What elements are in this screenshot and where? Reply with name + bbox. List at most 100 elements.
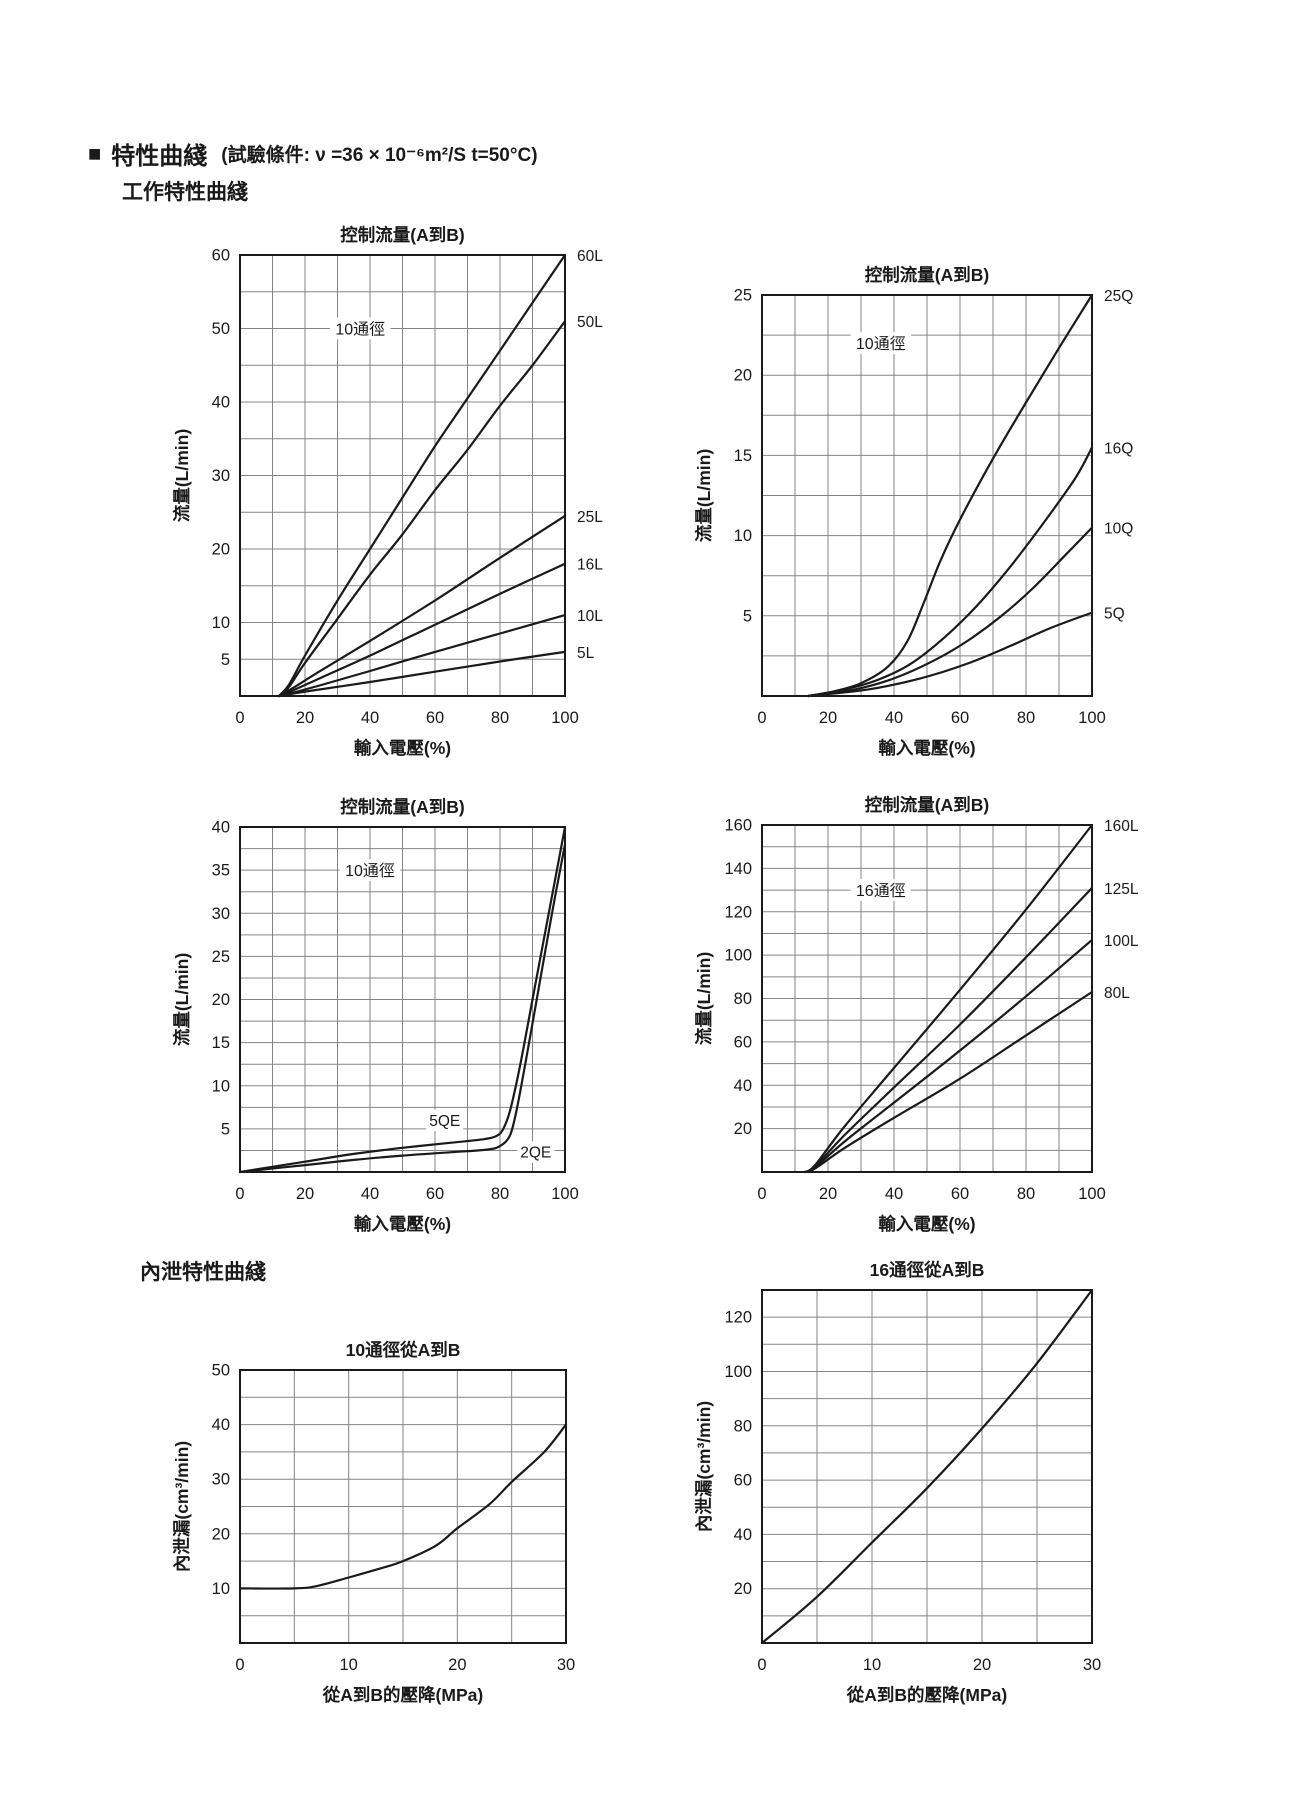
x-tick-label: 40 [885,709,903,727]
curve-end-label-125L: 125L [1104,881,1139,898]
curve-5L [277,650,567,698]
x-tick-label: 20 [973,1656,991,1674]
annotation-size-label: 16通徑 [856,882,906,900]
curve-25L [277,514,567,698]
curve-end-label-16Q: 16Q [1104,440,1133,457]
section-heading-leakage-curves: 內泄特性曲綫 [140,1261,266,1284]
y-tick-label: 50 [212,320,230,338]
chart-c4: 16通徑 160L 125L 100L 80L 0 20 40 60 80 100 20 40 60 80 1… [694,795,1139,1234]
y-tick-label: 5 [221,1120,230,1138]
y-tick-label: 50 [212,1362,230,1380]
annotation-size-label: 10通徑 [856,335,906,353]
y-axis-label: 流量(L/min) [172,953,192,1046]
chart-title: 16通徑從A到B [870,1260,985,1280]
annotation-size-label-bg [850,332,912,355]
y-tick-label: 20 [212,991,230,1009]
y-axis-label: 內泄漏(cm³/min) [694,1401,714,1532]
y-tick-label: 60 [734,1472,752,1490]
curve-end-label-25L: 25L [577,509,603,526]
y-tick-label: 20 [734,1580,752,1598]
y-tick-label: 5 [743,607,752,625]
chart-c2: 10通徑 25Q 16Q 10Q 5Q 0 20 40 60 80 100 5 10 15 20 25 控制流量… [694,265,1133,758]
chart-c1: 10通徑 60L 50L 25L 16L 10L 5L 0 20 40 60 80 100 5 10 20 30… [172,225,603,758]
gridlines [239,826,566,1173]
x-tick-label: 80 [491,1185,509,1203]
curve-label-2QE: 2QE [520,1145,551,1162]
x-axis-label: 輸入電壓(%) [878,1214,975,1234]
curve-2QE [238,843,567,1174]
x-tick-label: 20 [296,709,314,727]
y-tick-label: 100 [724,947,752,965]
annotation-size-label-bg [329,317,391,340]
curve-50L [277,320,567,698]
y-tick-label: 30 [212,1471,230,1489]
gridlines [761,294,1093,697]
y-tick-label: 40 [212,819,230,837]
x-tick-label: 20 [819,709,837,727]
y-tick-label: 160 [724,817,752,835]
x-tick-label: 100 [551,709,579,727]
y-tick-label: 80 [734,990,752,1008]
curve-end-label-16L: 16L [577,557,603,574]
chart-title: 控制流量(A到B) [865,265,989,285]
chart-c6: 0 10 20 30 20 40 60 80 100 120 16通徑從A到B 從A到B的壓降(MPa… [694,1260,1101,1705]
x-tick-label: 20 [296,1185,314,1203]
curve-16L [277,562,567,698]
section-marker-icon: ■ [88,140,102,166]
curve-125L [803,886,1094,1174]
x-tick-label: 100 [1078,1185,1106,1203]
gridlines [761,1289,1093,1644]
plot-frame [761,294,1093,697]
y-axis-label: 流量(L/min) [694,449,714,542]
gridlines [239,1369,567,1644]
y-tick-label: 30 [212,467,230,485]
y-tick-label: 30 [212,905,230,923]
annotation-size-label: 10通徑 [335,320,385,338]
curve-100L [803,938,1094,1174]
x-tick-label: 30 [1083,1656,1101,1674]
y-tick-label: 10 [734,527,752,545]
plot-frame [761,1289,1093,1644]
gridlines [761,824,1093,1173]
y-tick-label: 25 [734,287,752,305]
curve-5Q [807,611,1094,698]
curve-label-5QE-bg [426,1109,464,1131]
curve-end-label-5L: 5L [577,645,595,662]
page-title-text: 特性曲綫 [111,143,208,170]
curve-160L [803,823,1094,1174]
page-title: ■ 特性曲綫 (試驗條件: ν =36 × 10⁻⁶m²/S t=50°C) [88,136,538,171]
x-tick-label: 10 [863,1656,881,1674]
chart-title: 控制流量(A到B) [340,225,464,245]
chart-title: 10通徑從A到B [346,1340,461,1360]
curve-label-2QE-bg [517,1141,555,1163]
annotation-size-label-bg [339,859,401,882]
x-tick-label: 60 [951,1185,969,1203]
y-tick-label: 20 [734,1120,752,1138]
curve-end-label-60L: 60L [577,248,603,265]
x-axis-label: 輸入電壓(%) [878,738,975,758]
plot-frame [239,826,566,1173]
y-tick-label: 60 [212,247,230,265]
section-heading-working-curves: 工作特性曲綫 [122,181,248,204]
x-tick-label: 100 [551,1185,579,1203]
x-axis-label: 從A到B的壓降(MPa) [846,1685,1007,1705]
x-tick-label: 60 [426,1185,444,1203]
curve-end-label-10Q: 10Q [1104,521,1133,538]
plot-frame [239,254,566,697]
y-tick-label: 25 [212,948,230,966]
y-tick-label: 120 [724,903,752,921]
curve-label-5QE: 5QE [429,1113,460,1130]
y-tick-label: 40 [734,1526,752,1544]
y-tick-label: 15 [212,1034,230,1052]
x-tick-label: 100 [1078,709,1106,727]
y-tick-label: 35 [212,862,230,880]
curve-5QE [238,825,567,1174]
y-axis-label: 流量(L/min) [694,952,714,1045]
x-tick-label: 10 [339,1656,357,1674]
curve-end-label-80L: 80L [1104,985,1130,1002]
curve-end-label-10L: 10L [577,608,603,625]
y-tick-label: 20 [212,1525,230,1543]
chart-title: 控制流量(A到B) [340,797,464,817]
